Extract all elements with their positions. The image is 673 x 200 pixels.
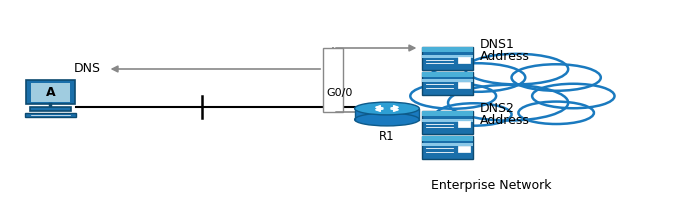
Text: Address: Address [480, 114, 530, 128]
FancyBboxPatch shape [30, 107, 71, 111]
FancyBboxPatch shape [24, 113, 76, 117]
Text: Enterprise Network: Enterprise Network [431, 180, 552, 192]
Circle shape [448, 85, 568, 121]
Text: DNS1: DNS1 [480, 38, 515, 50]
FancyBboxPatch shape [423, 111, 472, 134]
Text: Address: Address [480, 50, 530, 64]
FancyBboxPatch shape [323, 48, 343, 112]
Circle shape [511, 64, 601, 91]
FancyBboxPatch shape [423, 119, 472, 122]
FancyBboxPatch shape [26, 80, 75, 104]
FancyBboxPatch shape [423, 47, 472, 70]
Text: DNS2: DNS2 [480, 102, 515, 114]
FancyBboxPatch shape [423, 55, 472, 58]
FancyBboxPatch shape [355, 108, 419, 119]
FancyBboxPatch shape [458, 146, 470, 152]
Circle shape [532, 84, 614, 108]
FancyBboxPatch shape [458, 57, 470, 63]
Text: A: A [46, 86, 55, 99]
Text: DNS: DNS [74, 62, 101, 75]
FancyBboxPatch shape [423, 136, 472, 159]
FancyBboxPatch shape [423, 72, 472, 77]
FancyBboxPatch shape [423, 143, 472, 146]
FancyBboxPatch shape [31, 83, 70, 102]
FancyBboxPatch shape [458, 121, 470, 127]
Circle shape [436, 103, 511, 126]
FancyBboxPatch shape [423, 72, 472, 95]
Circle shape [411, 83, 496, 109]
Text: G0/0: G0/0 [326, 88, 353, 98]
FancyBboxPatch shape [458, 82, 470, 88]
Text: R1: R1 [379, 130, 395, 143]
Circle shape [518, 102, 594, 124]
FancyBboxPatch shape [423, 79, 472, 82]
Circle shape [465, 54, 568, 84]
FancyBboxPatch shape [423, 136, 472, 141]
Ellipse shape [355, 102, 419, 115]
Circle shape [429, 63, 526, 92]
FancyBboxPatch shape [423, 47, 472, 52]
FancyBboxPatch shape [423, 111, 472, 116]
Ellipse shape [355, 113, 419, 126]
